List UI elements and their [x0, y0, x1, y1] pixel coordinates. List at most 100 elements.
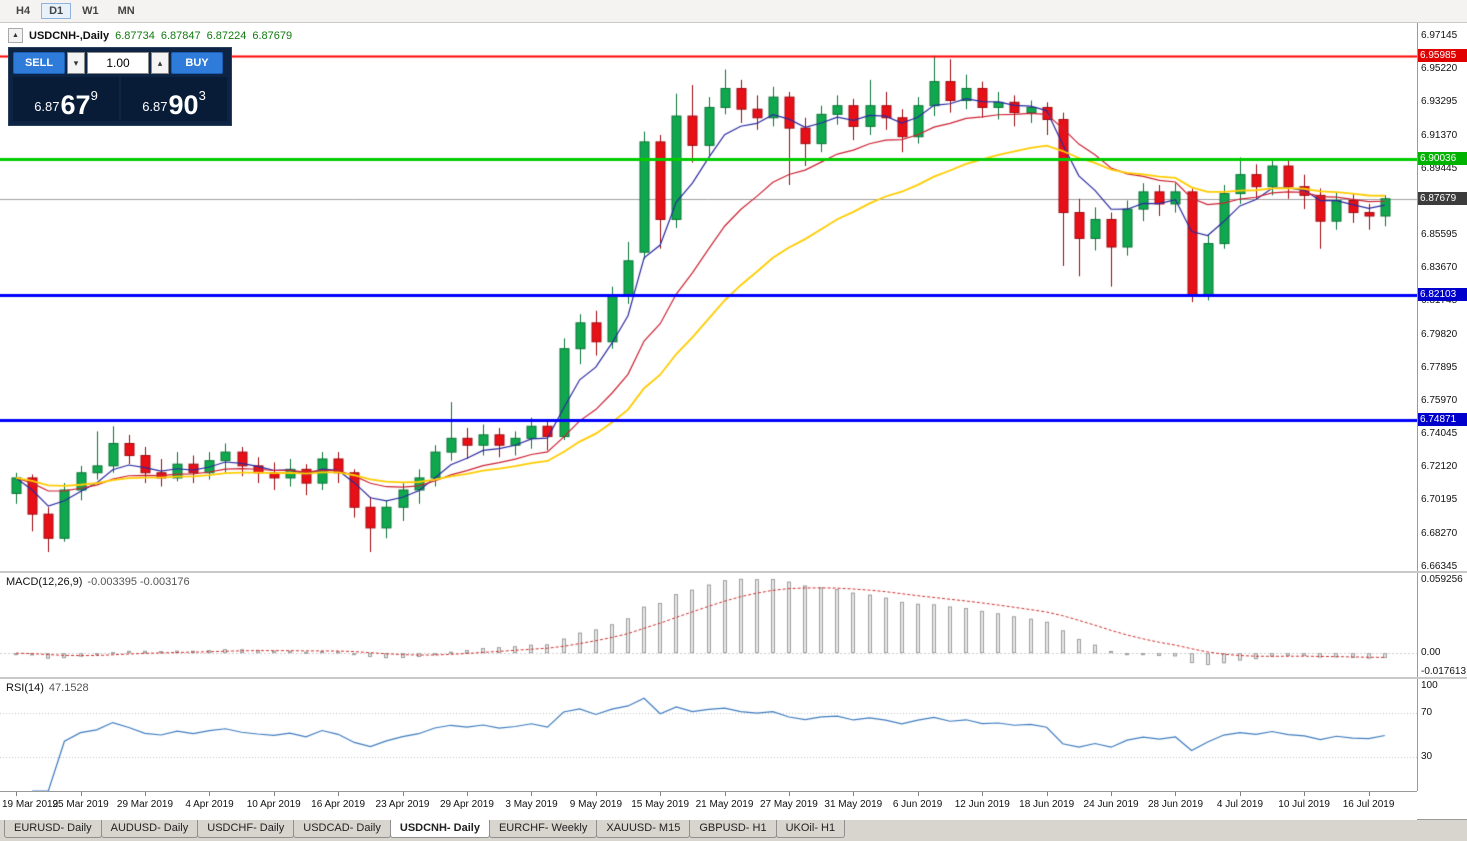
time-axis-tick — [274, 792, 275, 796]
price-axis-label: 6.91370 — [1421, 129, 1458, 141]
ohlc-close-value: 6.87679 — [252, 29, 293, 42]
macd-indicator-label: MACD(12,26,9) -0.003395 -0.003176 — [6, 576, 190, 588]
timeframe-button-d1[interactable]: D1 — [41, 3, 72, 19]
panel-splitter[interactable] — [0, 677, 1467, 679]
time-axis-tick — [531, 792, 532, 796]
price-badge: 6.74871 — [1418, 412, 1467, 426]
time-axis-label: 15 May 2019 — [631, 799, 690, 810]
price-axis-label: 6.70195 — [1421, 494, 1458, 506]
ohlc-low-value: 6.87224 — [206, 29, 247, 42]
time-axis-tick — [1369, 792, 1370, 796]
chart-tab-ukoil-h1[interactable]: UKOil- H1 — [775, 820, 846, 838]
price-badge: 6.90036 — [1418, 151, 1467, 165]
rsi-indicator-label: RSI(14) 47.1528 — [6, 682, 89, 694]
price-axis-label: 6.74045 — [1421, 428, 1458, 440]
time-axis-label: 28 Jun 2019 — [1147, 799, 1204, 810]
time-axis-label: 23 Apr 2019 — [375, 799, 430, 810]
timeframe-button-h4[interactable]: H4 — [16, 5, 31, 17]
buy-price-pip-digit: 3 — [198, 88, 206, 103]
time-axis-tick — [789, 792, 790, 796]
sell-price-big-digits: 67 — [60, 90, 91, 121]
rsi-axis-label: 100 — [1421, 680, 1438, 691]
ohlc-high-value: 6.87847 — [160, 29, 201, 42]
time-axis-tick — [1047, 792, 1048, 796]
chart-symbol-label: USDCNH-,Daily — [29, 29, 110, 42]
time-axis-tick — [338, 792, 339, 796]
timeframe-toolbar: H4 D1 W1 MN — [0, 0, 1467, 23]
rsi-indicator-canvas[interactable] — [0, 679, 1417, 791]
time-axis-label: 16 Apr 2019 — [311, 799, 366, 810]
time-axis-label: 29 Mar 2019 — [116, 799, 174, 810]
panel-splitter[interactable] — [0, 571, 1467, 573]
time-axis-tick — [660, 792, 661, 796]
collapse-panel-icon[interactable]: ▲ — [8, 28, 23, 43]
price-axis-label: 6.93295 — [1421, 96, 1458, 108]
time-axis-tick — [1175, 792, 1176, 796]
macd-axis-label: 0.00 — [1421, 647, 1441, 659]
rsi-axis-label: 30 — [1421, 751, 1433, 763]
price-axis-label: 6.95220 — [1421, 63, 1458, 75]
time-axis-label: 10 Jul 2019 — [1278, 799, 1330, 810]
buy-price-display[interactable]: 6.87 90 3 — [121, 77, 227, 121]
buy-price-big-digits: 90 — [168, 90, 199, 121]
chart-tab-audusd-daily[interactable]: AUDUSD- Daily — [100, 820, 199, 838]
volume-decrease-icon[interactable]: ▾ — [67, 52, 85, 74]
time-axis-tick — [467, 792, 468, 796]
time-axis-tick — [16, 792, 17, 796]
chart-tab-usdchf-daily[interactable]: USDCHF- Daily — [197, 820, 295, 838]
sell-price-prefix: 6.87 — [34, 99, 60, 114]
price-axis-label: 6.66345 — [1421, 560, 1458, 572]
time-axis-label: 3 May 2019 — [505, 799, 558, 810]
time-axis-label: 10 Apr 2019 — [246, 799, 301, 810]
price-axis-label: 6.79820 — [1421, 328, 1458, 340]
sell-button[interactable]: SELL — [13, 52, 65, 74]
macd-indicator-canvas[interactable] — [0, 573, 1417, 677]
chart-tab-usdcad-daily[interactable]: USDCAD- Daily — [293, 820, 391, 838]
time-axis-tick — [145, 792, 146, 796]
chart-tab-usdcnh-daily[interactable]: USDCNH- Daily — [389, 820, 490, 838]
timeframe-button-w1[interactable]: W1 — [82, 5, 99, 17]
rsi-name: RSI(14) — [6, 682, 44, 694]
time-axis-label: 27 May 2019 — [760, 799, 818, 810]
chart-tab-eurusd-daily[interactable]: EURUSD- Daily — [4, 820, 102, 838]
time-axis-label: 9 May 2019 — [569, 799, 623, 810]
price-axis-label: 6.83670 — [1421, 262, 1458, 274]
time-axis-tick — [596, 792, 597, 796]
price-axis[interactable]: 6.971456.952206.932956.913706.894456.875… — [1417, 23, 1467, 791]
price-axis-label: 6.85595 — [1421, 229, 1458, 241]
chart-tab-eurchf-weekly[interactable]: EURCHF- Weekly — [488, 820, 598, 838]
price-badge: 6.95985 — [1418, 49, 1467, 62]
time-axis-label: 4 Apr 2019 — [185, 799, 234, 810]
price-axis-label: 6.75970 — [1421, 394, 1458, 406]
price-axis-label: 6.97145 — [1421, 30, 1458, 41]
volume-increase-icon[interactable]: ▴ — [151, 52, 169, 74]
time-axis[interactable]: 19 Mar 2019 25 Mar 2019 29 Mar 2019 4 Apr 2… — [0, 791, 1417, 820]
time-axis-tick — [982, 792, 983, 796]
time-axis-tick — [725, 792, 726, 796]
chart-area: 6.971456.952206.932956.913706.894456.875… — [0, 23, 1467, 820]
sell-price-display[interactable]: 6.87 67 9 — [13, 77, 119, 121]
chart-tab-gbpusd-h1[interactable]: GBPUSD- H1 — [689, 820, 777, 838]
time-axis-label: 24 Jun 2019 — [1083, 799, 1139, 810]
chart-tab-xauusd-m15[interactable]: XAUUSD- M15 — [596, 820, 691, 838]
time-axis-tick — [403, 792, 404, 796]
time-axis-label: 19 Mar 2019 — [2, 799, 59, 810]
rsi-axis-label: 70 — [1421, 706, 1433, 718]
volume-input[interactable] — [87, 52, 149, 74]
macd-axis-label: 0.059256 — [1421, 574, 1463, 585]
buy-button[interactable]: BUY — [171, 52, 223, 74]
sell-price-pip-digit: 9 — [90, 88, 98, 103]
time-axis-label: 31 May 2019 — [824, 799, 883, 810]
chart-tab-bar: EURUSD- Daily AUDUSD- Daily USDCHF- Daily U… — [0, 819, 1467, 841]
time-axis-label: 12 Jun 2019 — [954, 799, 1010, 810]
price-badge: 6.87679 — [1418, 192, 1467, 206]
price-badge: 6.82103 — [1418, 288, 1467, 302]
timeframe-button-mn[interactable]: MN — [117, 5, 135, 17]
time-axis-tick — [209, 792, 210, 796]
time-axis-tick — [1240, 792, 1241, 796]
price-axis-label: 6.77895 — [1421, 361, 1458, 373]
macd-values: -0.003395 -0.003176 — [87, 576, 190, 588]
main-chart-canvas[interactable] — [0, 23, 1417, 571]
price-axis-label: 6.72120 — [1421, 461, 1458, 473]
